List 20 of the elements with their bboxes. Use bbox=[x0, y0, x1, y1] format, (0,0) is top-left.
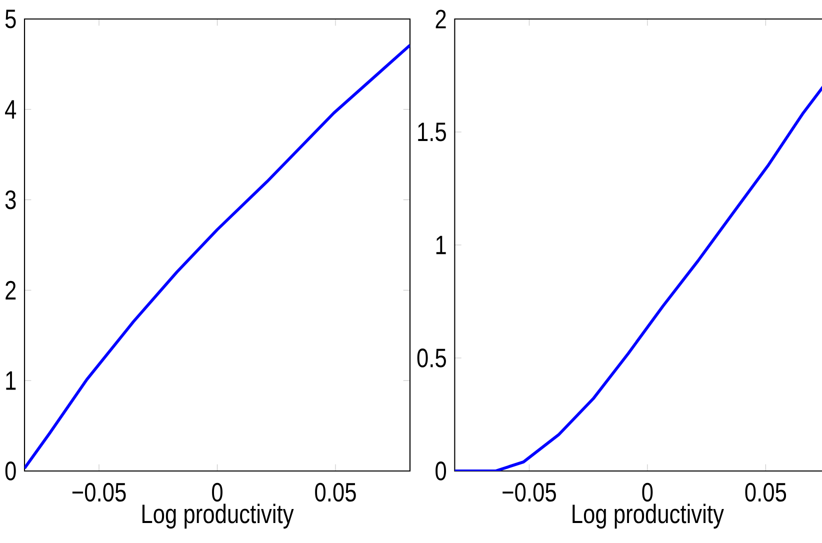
x-tick-label: −0.05 bbox=[72, 482, 126, 502]
x-tick-label: 0.05 bbox=[745, 482, 786, 502]
y-tick-label: 0 bbox=[5, 462, 16, 480]
x-tick-label: −0.05 bbox=[502, 482, 556, 502]
y-tick-label: 0.5 bbox=[417, 348, 446, 368]
line-series bbox=[24, 44, 410, 470]
y-tick-label: 4 bbox=[5, 100, 16, 119]
x-tick-label: 0 bbox=[642, 482, 653, 502]
x-axis-title: Log productivity bbox=[572, 504, 724, 529]
x-axis-title: Log productivity bbox=[142, 504, 294, 529]
y-tick-label: 1 bbox=[6, 371, 16, 390]
y-tick-label: 1 bbox=[436, 236, 446, 254]
x-tick-label: 0.05 bbox=[315, 482, 356, 502]
y-tick-label: 3 bbox=[5, 190, 16, 210]
y-tick-label: 2 bbox=[436, 10, 446, 28]
x-tick-label: 0 bbox=[212, 482, 222, 502]
y-tick-label: 0 bbox=[436, 462, 446, 480]
y-tick-label: 5 bbox=[5, 10, 16, 28]
y-tick-label: 2 bbox=[6, 280, 16, 300]
y-tick-label: 1.5 bbox=[418, 122, 446, 142]
